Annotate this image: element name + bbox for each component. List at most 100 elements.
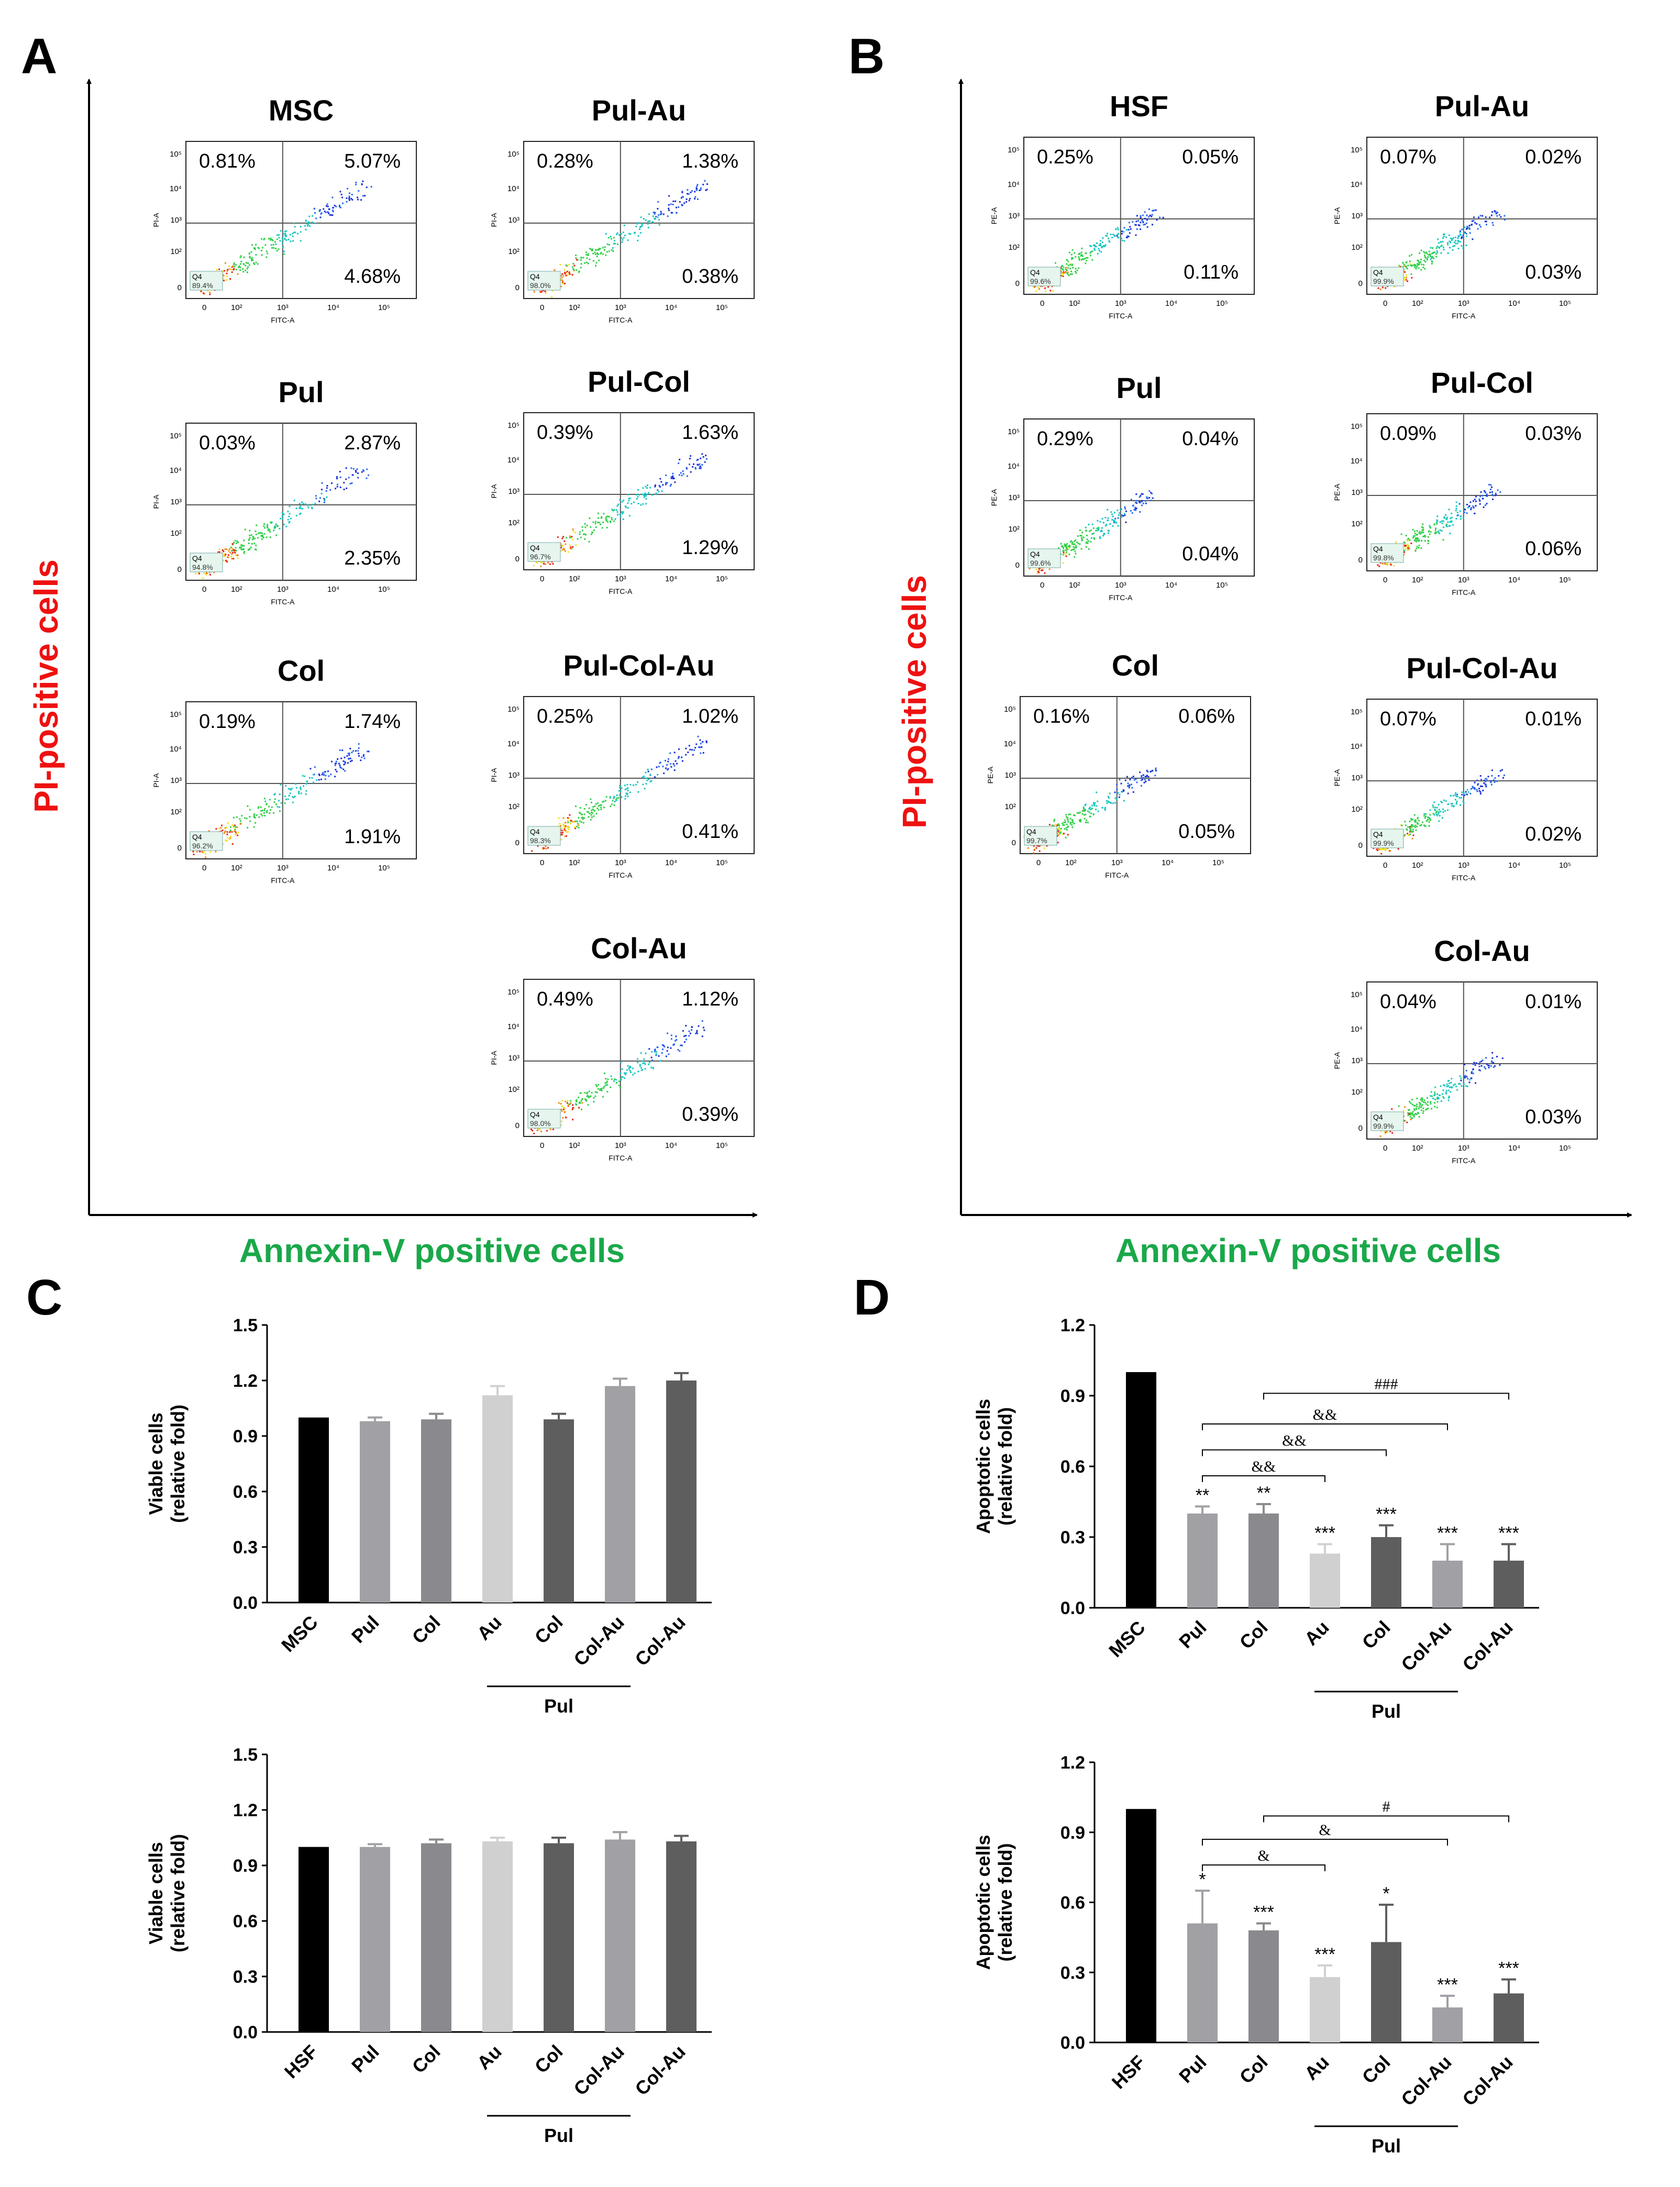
panel-letter-c: C <box>26 1269 62 1326</box>
flow-dot <box>263 238 265 240</box>
flow-dot <box>620 1073 622 1075</box>
flow-dot <box>1060 272 1063 274</box>
flow-dot <box>231 266 233 268</box>
flow-dot <box>1432 256 1434 258</box>
flow-dot <box>1075 272 1077 274</box>
flow-dot <box>1403 544 1406 546</box>
flow-dot <box>1406 1121 1408 1123</box>
flow-dot <box>298 790 300 792</box>
flow-dot <box>701 453 703 455</box>
flow-dot <box>681 760 683 762</box>
flow-dot <box>198 572 200 575</box>
flow-dot <box>605 1084 607 1086</box>
flow-dot <box>1422 267 1424 269</box>
flow-dot <box>590 819 592 821</box>
flow-dot <box>282 239 284 241</box>
flow-dot <box>1095 246 1097 248</box>
y-tick-label: 10³ <box>1351 774 1363 782</box>
flow-plot-title: MSC <box>269 94 334 127</box>
flow-dot <box>1408 1109 1410 1111</box>
flow-dot <box>562 1107 565 1109</box>
flow-dot <box>300 231 302 233</box>
flow-dot <box>1142 502 1144 504</box>
flow-plot-title: Pul-Col-Au <box>1406 651 1557 684</box>
flow-dot <box>247 262 249 264</box>
flow-dot <box>600 1088 602 1090</box>
flow-dot <box>1455 510 1457 512</box>
flow-dot <box>654 1051 656 1053</box>
quadrant-lr-value: 0.39% <box>682 1103 738 1125</box>
flow-dot <box>594 523 596 525</box>
flow-dot <box>1413 264 1415 267</box>
category-label: Col-Au <box>569 2041 628 2100</box>
y-tick-label: 10⁴ <box>1351 180 1363 189</box>
flow-dot <box>702 183 704 185</box>
y-tick-label: 10⁴ <box>1008 462 1020 471</box>
flow-dot <box>701 1020 703 1022</box>
flow-dot <box>1438 813 1440 815</box>
flow-dot <box>605 516 607 518</box>
flow-dot <box>561 830 563 832</box>
flow-dot <box>1059 831 1062 833</box>
flow-dot <box>623 237 625 239</box>
flow-dot <box>603 807 605 809</box>
flow-dot <box>1435 522 1438 524</box>
flow-dot <box>1425 1109 1427 1111</box>
flow-dot <box>1428 530 1430 532</box>
flow-dot <box>1436 1093 1438 1095</box>
flow-dot <box>332 211 334 213</box>
flow-dot <box>1421 539 1423 542</box>
flow-dot <box>273 247 275 249</box>
flow-dot <box>249 820 251 822</box>
flow-dot <box>1144 500 1146 502</box>
flow-dot <box>271 247 273 249</box>
flow-dot <box>1440 811 1442 813</box>
flow-dot <box>203 572 205 575</box>
flow-dot <box>338 204 340 206</box>
category-label: Col <box>530 1611 567 1648</box>
flow-dot <box>1425 1108 1428 1110</box>
flow-dot <box>339 749 341 752</box>
flow-dot <box>657 208 659 210</box>
flow-dot <box>690 455 692 457</box>
flow-dot <box>1408 545 1410 547</box>
flow-dot <box>209 851 212 853</box>
flow-dot <box>1086 260 1088 262</box>
flow-dot <box>1488 1065 1490 1067</box>
flow-dot <box>1093 249 1096 251</box>
flow-dot <box>670 1038 672 1040</box>
x-axis-label: FITC-A <box>1105 871 1129 879</box>
flow-dot <box>670 203 672 205</box>
flow-dot <box>669 752 671 754</box>
flow-dot <box>624 785 626 787</box>
flow-dot <box>590 814 592 816</box>
flow-dot <box>641 1060 643 1062</box>
flow-dot <box>1442 240 1444 242</box>
flow-dot <box>603 249 605 251</box>
flow-dot <box>1496 215 1498 217</box>
flow-dot <box>1425 813 1427 815</box>
flow-dot <box>1461 236 1463 238</box>
flow-dot <box>588 807 590 809</box>
flow-dot <box>635 783 637 786</box>
flow-dot <box>285 798 287 800</box>
flow-dot <box>1112 525 1114 527</box>
flow-plot-frame <box>523 141 755 299</box>
flow-dot <box>1071 264 1073 267</box>
flow-dot <box>1158 216 1160 218</box>
flow-dot <box>295 515 297 517</box>
flow-dot <box>331 214 334 216</box>
flow-dot <box>604 800 606 802</box>
x-tick-label: 10³ <box>277 303 289 312</box>
flow-dot <box>645 782 647 785</box>
x-tick-label: 10⁴ <box>1508 299 1520 308</box>
flow-dot <box>666 1032 668 1034</box>
flow-dot <box>1156 219 1158 221</box>
flow-dot <box>288 788 290 790</box>
flow-dot <box>691 190 693 192</box>
flow-dot <box>1434 1106 1436 1108</box>
flow-dot <box>1102 246 1104 248</box>
flow-dot <box>575 257 577 259</box>
flow-dot <box>1100 531 1102 533</box>
y-axis-label: PI-A <box>490 768 498 782</box>
